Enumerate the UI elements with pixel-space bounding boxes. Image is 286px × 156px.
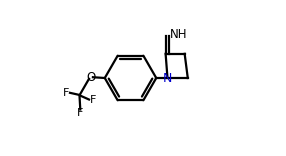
Text: F: F <box>90 95 96 105</box>
Text: F: F <box>77 108 84 118</box>
Text: N: N <box>163 71 172 85</box>
Text: NH: NH <box>170 28 188 41</box>
Text: O: O <box>86 71 95 84</box>
Text: F: F <box>63 88 69 98</box>
